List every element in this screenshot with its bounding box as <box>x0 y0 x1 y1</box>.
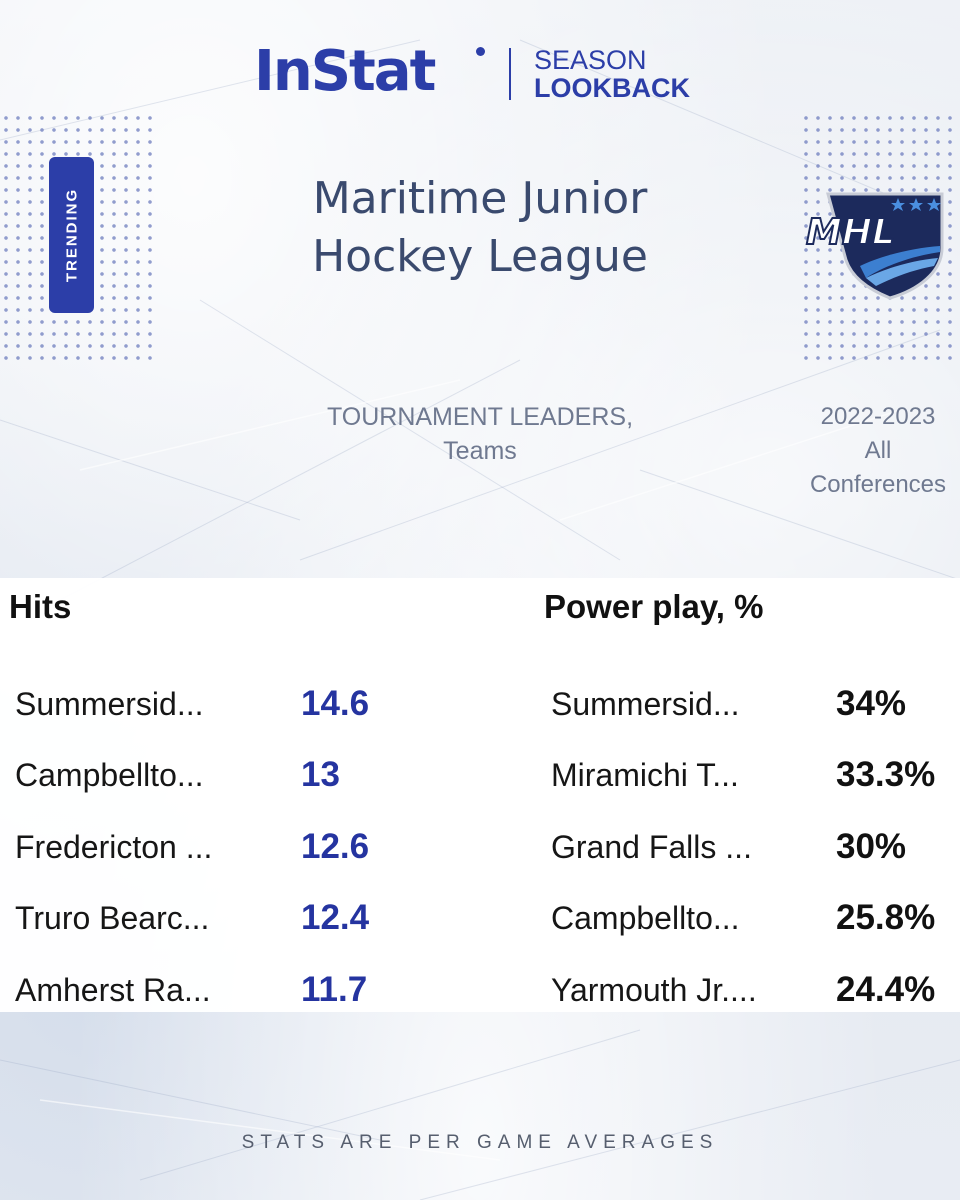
power-play-row-3: Grand Falls ... 30% <box>551 817 956 877</box>
season-info: 2022-2023 All Conferences <box>790 400 960 502</box>
subtitle-line2: Teams <box>443 437 517 465</box>
season-scope-line1: All <box>864 437 892 464</box>
mhl-logo: MHL <box>805 192 944 300</box>
league-title-line1: Maritime Junior <box>312 173 648 224</box>
season-lookback-tag: SEASON LOOKBACK <box>534 46 690 102</box>
league-title: Maritime Junior Hockey League <box>230 170 730 286</box>
power-play-row-team: Miramichi T... <box>551 757 739 793</box>
hits-row-4: Truro Bearc... 12.4 <box>15 888 415 948</box>
subtitle-line1: TOURNAMENT LEADERS, <box>326 403 634 431</box>
hits-row-value: 12.6 <box>301 827 370 866</box>
hits-title: Hits <box>9 588 72 625</box>
tagline-line2: LOOKBACK <box>534 73 690 103</box>
power-play-row-value: 25.8% <box>836 898 936 937</box>
instat-logo-dot <box>476 47 485 56</box>
power-play-row-team: Campbellto... <box>551 900 740 936</box>
hits-row-1: Summersid... 14.6 <box>15 674 415 734</box>
hits-row-2: Campbellto... 13 <box>15 745 415 805</box>
mhl-logo-text: MHL <box>806 212 895 253</box>
trending-badge: TRENDING <box>49 157 94 313</box>
power-play-row-value: 33.3% <box>836 755 936 794</box>
tagline-line1: SEASON <box>534 45 647 75</box>
power-play-row-2: Miramichi T... 33.3% <box>551 745 956 805</box>
power-play-row-value: 30% <box>836 827 907 866</box>
power-play-row-team: Grand Falls ... <box>551 829 752 865</box>
hits-row-team: Truro Bearc... <box>15 900 210 936</box>
hits-row-team: Fredericton ... <box>15 829 213 865</box>
season-scope-line2: Conferences <box>809 471 947 498</box>
season-years: 2022-2023 <box>820 403 936 430</box>
power-play-row-1: Summersid... 34% <box>551 674 956 734</box>
hits-row-value: 14.6 <box>301 684 370 723</box>
hits-row-team: Amherst Ra... <box>15 972 211 1008</box>
instat-logo: InStat <box>254 39 436 104</box>
brand-header: InStat SEASON LOOKBACK <box>0 38 960 108</box>
trending-badge-label: TRENDING <box>63 187 80 283</box>
leaders-panel: Hits Power play, % Summersid... 14.6 Cam… <box>0 578 960 1012</box>
power-play-row-team: Summersid... <box>551 686 740 722</box>
hits-row-3: Fredericton ... 12.6 <box>15 817 415 877</box>
power-play-row-value: 34% <box>836 684 907 723</box>
hits-row-value: 12.4 <box>301 898 370 937</box>
power-play-row-team: Yarmouth Jr.... <box>551 972 757 1008</box>
league-title-line2: Hockey League <box>312 231 648 282</box>
hits-row-team: Campbellto... <box>15 757 204 793</box>
brand-divider <box>509 48 511 100</box>
power-play-row-5: Yarmouth Jr.... 24.4% <box>551 960 956 1020</box>
power-play-row-4: Campbellto... 25.8% <box>551 888 956 948</box>
tournament-leaders-subtitle: TOURNAMENT LEADERS, Teams <box>290 400 670 468</box>
hits-row-value: 11.7 <box>301 970 368 1009</box>
hits-row-team: Summersid... <box>15 686 204 722</box>
hits-row-5: Amherst Ra... 11.7 <box>15 960 415 1020</box>
hits-row-value: 13 <box>301 755 340 794</box>
power-play-row-value: 24.4% <box>836 970 936 1009</box>
footer-note: STATS ARE PER GAME AVERAGES <box>241 1132 719 1153</box>
power-play-title: Power play, % <box>544 588 764 625</box>
